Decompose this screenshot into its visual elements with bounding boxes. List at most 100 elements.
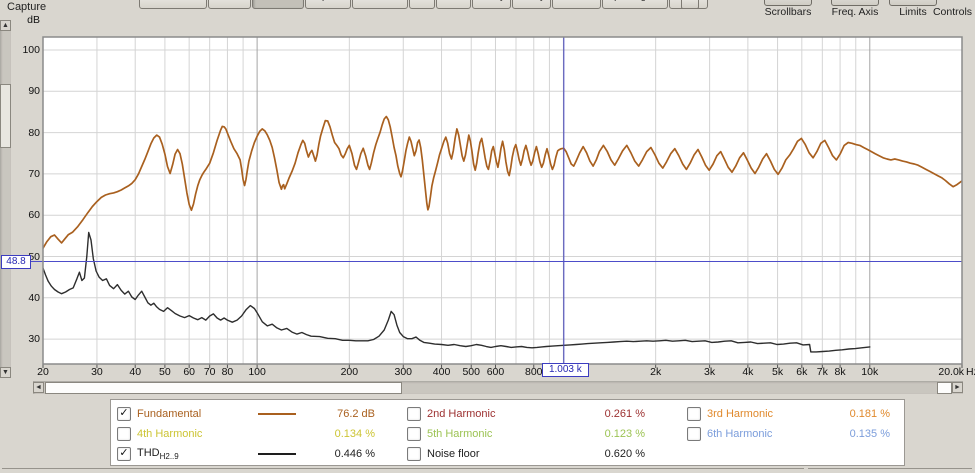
legend-row: ✓ Fundamental 76.2 dB 2nd Harmonic 0.261 % 3r… [117, 404, 904, 424]
panel-group-freq-axis: Freq. Axis [826, 0, 884, 20]
x-tick-label: 100 [248, 366, 266, 378]
panel-toggle-label-scrollbars[interactable]: Scrollbars [764, 6, 812, 18]
y-tick-label: 90 [28, 85, 40, 98]
x-tick-label: 600 [486, 366, 505, 378]
x-tick-label: 3k [704, 366, 716, 378]
panel-toggle-button-limits[interactable] [889, 0, 937, 6]
freq-cursor-readout[interactable]: 1.003 k [541, 363, 589, 377]
legend-label-fundamental: Fundamental [137, 408, 202, 420]
graph-tab-strip: SPL & PhaseAll SPLDistortionImpulseFilte… [139, 0, 709, 9]
tab-impulse[interactable]: Impulse [305, 0, 351, 9]
x-tick-label: 6k [796, 366, 808, 378]
legend-label-thd: THDH2..9 [137, 446, 179, 462]
x-tick-label: 400 [432, 366, 451, 378]
trace-legend-panel: ✓ Fundamental 76.2 dB 2nd Harmonic 0.261 % 3r… [110, 399, 905, 466]
v-scrollbar-track[interactable] [0, 20, 11, 378]
legend-checkbox-fundamental[interactable]: ✓ [117, 407, 131, 421]
panel-group-limits: Limits [889, 0, 937, 20]
x-axis-unit-label: Hz [966, 366, 975, 378]
trace-thd-h2-9 [43, 231, 871, 353]
x-tick-label: 2k [650, 366, 662, 378]
tab-clarity[interactable]: Clarity [471, 0, 511, 9]
y-tick-label: 30 [28, 333, 40, 346]
legend-value-2nd-harmonic: 0.261 % [604, 408, 645, 420]
legend-label-4th-harmonic: 4th Harmonic [137, 428, 203, 440]
panel-toggle-label-freq-axis[interactable]: Freq. Axis [831, 6, 879, 18]
measurement-name-label: Capture [7, 1, 47, 13]
x-tick-label: 20 [37, 366, 49, 378]
legend-checkbox-5th-harmonic[interactable] [407, 427, 421, 441]
y-tick-label: 80 [28, 126, 40, 139]
v-scrollbar-up-button[interactable]: ▲ [0, 20, 11, 31]
tab-all-spl[interactable]: All SPL [208, 0, 252, 9]
x-tick-label: 30 [91, 366, 103, 378]
x-tick-label: 8k [834, 366, 846, 378]
x-tick-label: 500 [462, 366, 480, 378]
v-scrollbar-thumb[interactable] [0, 84, 11, 148]
plot-frame [42, 36, 963, 365]
tab-spectrogram[interactable]: Spectrogram [601, 0, 669, 9]
legend-value-noise-floor: 0.620 % [604, 448, 645, 460]
legend-row: ✓ THDH2..9 0.446 % Noise floor 0.620 % [117, 444, 904, 464]
panel-group-controls: Controls [930, 0, 975, 20]
legend-label-5th-harmonic: 5th Harmonic [427, 428, 493, 440]
y-tick-label: 70 [28, 167, 40, 180]
trace-fundamental [43, 115, 962, 250]
y-tick-label: 60 [28, 209, 40, 222]
h-scrollbar-thumb[interactable] [45, 382, 402, 394]
panel-toggle-label-controls[interactable]: Controls [932, 6, 973, 18]
y-tick-label: 100 [22, 44, 40, 56]
tab-waterfall[interactable]: Waterfall [551, 0, 601, 9]
tab-decay[interactable]: Decay [511, 0, 551, 9]
panel-toggle-button-freq-axis[interactable] [831, 0, 879, 6]
mini-toolbar-button[interactable] [681, 0, 699, 9]
x-tick-label: 40 [129, 366, 142, 378]
legend-value-6th-harmonic: 0.135 % [849, 428, 890, 440]
x-tick-label: 50 [159, 366, 171, 378]
tab-spl-phase[interactable]: SPL & Phase [139, 0, 208, 9]
legend-value-3rd-harmonic: 0.181 % [849, 408, 890, 420]
panel-toggle-label-limits[interactable]: Limits [899, 6, 927, 18]
legend-checkbox-4th-harmonic[interactable] [117, 427, 131, 441]
legend-label-6th-harmonic: 6th Harmonic [707, 428, 773, 440]
panel-group-scrollbars: Scrollbars [757, 0, 819, 20]
legend-checkbox-thd[interactable]: ✓ [117, 447, 131, 461]
x-tick-label: 800 [524, 366, 543, 378]
x-tick-label: 5k [772, 366, 784, 378]
x-tick-label: 4k [742, 366, 754, 378]
legend-value-thd: 0.446 % [334, 448, 375, 460]
h-scrollbar-right-button[interactable]: ► [952, 382, 963, 393]
legend-value-5th-harmonic: 0.123 % [604, 428, 645, 440]
legend-label-2nd-harmonic: 2nd Harmonic [427, 408, 496, 420]
level-cursor-readout[interactable]: 48.8 [1, 255, 31, 269]
tab-filtered-ir[interactable]: Filtered IR [351, 0, 408, 9]
x-tick-label: 70 [203, 366, 216, 378]
y-axis-unit-label: dB [27, 14, 40, 26]
x-tick-label: 60 [183, 366, 195, 378]
legend-checkbox-2nd-harmonic[interactable] [407, 407, 421, 421]
y-tick-label: 40 [28, 291, 40, 304]
plot-background [43, 37, 962, 364]
x-tick-label: 80 [221, 366, 234, 378]
x-tick-label: 300 [394, 366, 413, 378]
v-scrollbar-down-button[interactable]: ▼ [0, 367, 11, 378]
tab-rt60[interactable]: RT60 [435, 0, 471, 9]
tab-distortion[interactable]: Distortion [252, 0, 305, 9]
h-scrollbar-zoom-handle[interactable] [937, 382, 952, 394]
legend-line-sample-thd [258, 453, 296, 455]
y-tick-label: 50 [28, 250, 40, 263]
x-tick-label: 10k [861, 366, 879, 378]
panel-toggle-button-scrollbars[interactable] [764, 0, 812, 6]
legend-label-3rd-harmonic: 3rd Harmonic [707, 408, 774, 420]
legend-checkbox-noise-floor[interactable] [407, 447, 421, 461]
legend-checkbox-6th-harmonic[interactable] [687, 427, 701, 441]
x-tick-label: 7k [816, 366, 828, 378]
legend-line-sample-fundamental [258, 413, 296, 415]
h-scrollbar-left-button[interactable]: ◄ [33, 382, 44, 393]
legend-row: 4th Harmonic 0.134 % 5th Harmonic 0.123 % 6t… [117, 424, 904, 444]
legend-label-noise-floor: Noise floor [427, 448, 480, 460]
legend-checkbox-3rd-harmonic[interactable] [687, 407, 701, 421]
tab-gd[interactable]: GD [408, 0, 435, 9]
